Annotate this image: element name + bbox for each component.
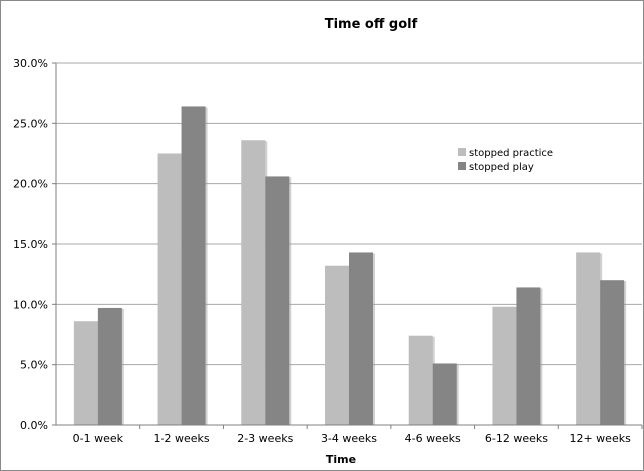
bar-stopped-practice <box>325 265 349 425</box>
bar-stopped-practice <box>492 306 517 425</box>
y-tick-label: 10.0% <box>13 298 48 311</box>
bar-stopped-play <box>97 307 122 425</box>
x-tick-label: 3-4 weeks <box>321 432 377 445</box>
x-tick-label: 4-6 weeks <box>405 432 461 445</box>
y-tick-label: 15.0% <box>13 238 48 251</box>
legend-swatch <box>458 148 466 156</box>
x-axis-title: Time <box>326 453 356 466</box>
y-tick-label: 0.0% <box>20 419 48 432</box>
bars <box>73 106 627 425</box>
chart-title: Time off golf <box>325 17 418 32</box>
bar-stopped-practice <box>73 321 98 425</box>
y-tick-label: 30.0% <box>13 57 48 70</box>
bar-stopped-practice <box>241 140 266 425</box>
gridlines <box>56 62 642 366</box>
legend-label: stopped practice <box>469 148 553 159</box>
bar-stopped-practice <box>157 153 182 425</box>
legend-swatch <box>458 162 466 170</box>
bar-stopped-play <box>600 280 625 425</box>
bar-stopped-play <box>265 176 290 425</box>
bar-stopped-play <box>432 363 457 425</box>
y-tick-label: 25.0% <box>13 117 48 130</box>
y-tick-label: 5.0% <box>20 359 48 372</box>
x-tick-label: 1-2 weeks <box>154 432 210 445</box>
bar-stopped-play <box>516 287 541 425</box>
bar-stopped-play <box>181 106 206 425</box>
x-tick-label: 6-12 weeks <box>485 432 548 445</box>
x-tick-label: 12+ weeks <box>569 432 631 445</box>
x-axis-ticks: 0-1 week 1-2 weeks 2-3 weeks 3-4 weeks 4-6 w… <box>73 432 631 445</box>
bar-stopped-practice <box>408 335 433 425</box>
x-tick-label: 0-1 week <box>73 432 124 445</box>
y-axis-ticks: 0.0% 5.0% 10.0% 15.0% 20.0% 25.0% 30.0% <box>13 57 48 432</box>
y-tick-label: 20.0% <box>13 178 48 191</box>
bar-stopped-play <box>349 252 373 425</box>
axes <box>52 62 643 429</box>
bar-stopped-practice <box>576 252 601 425</box>
x-tick-label: 2-3 weeks <box>237 432 293 445</box>
legend: stopped practice stopped play <box>458 148 553 173</box>
legend-label: stopped play <box>469 162 534 173</box>
